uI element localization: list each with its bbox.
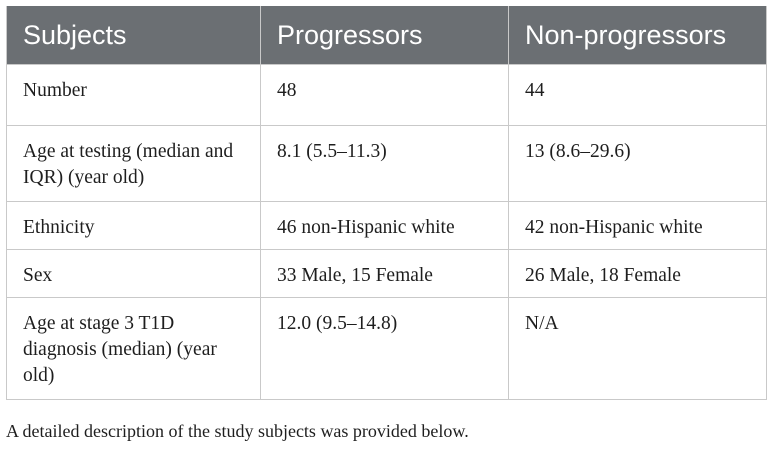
table-footnote: A detailed description of the study subj…: [6, 421, 469, 441]
table-row: Ethnicity 46 non-Hispanic white 42 non-H…: [6, 201, 767, 250]
table-row: Sex 33 Male, 15 Female 26 Male, 18 Femal…: [6, 249, 767, 298]
progressors-cell: 8.1 (5.5–11.3): [260, 125, 509, 202]
table-row: Age at testing (median and IQR) (year ol…: [6, 125, 767, 202]
subjects-table: Subjects Progressors Non-progressors Num…: [6, 6, 767, 400]
progressors-cell: 33 Male, 15 Female: [260, 249, 509, 298]
table-header: Subjects Progressors Non-progressors: [6, 6, 767, 65]
row-label: Number: [6, 64, 261, 126]
progressors-cell: 12.0 (9.5–14.8): [260, 297, 509, 400]
non-progressors-cell: 13 (8.6–29.6): [508, 125, 767, 202]
row-label: Age at stage 3 T1D diagnosis (median) (y…: [6, 297, 261, 400]
header-non-progressors: Non-progressors: [508, 6, 767, 65]
table-row: Number 48 44: [6, 64, 767, 126]
non-progressors-cell: 42 non-Hispanic white: [508, 201, 767, 250]
progressors-cell: 46 non-Hispanic white: [260, 201, 509, 250]
header-subjects: Subjects: [6, 6, 261, 65]
row-label: Sex: [6, 249, 261, 298]
header-progressors: Progressors: [260, 6, 509, 65]
non-progressors-cell: N/A: [508, 297, 767, 400]
progressors-cell: 48: [260, 64, 509, 126]
non-progressors-cell: 44: [508, 64, 767, 126]
table-container: Subjects Progressors Non-progressors Num…: [6, 6, 767, 400]
non-progressors-cell: 26 Male, 18 Female: [508, 249, 767, 298]
header-row: Subjects Progressors Non-progressors: [6, 6, 767, 65]
row-label: Ethnicity: [6, 201, 261, 250]
table-body: Number 48 44 Age at testing (median and …: [6, 64, 767, 400]
table-row: Age at stage 3 T1D diagnosis (median) (y…: [6, 297, 767, 400]
row-label: Age at testing (median and IQR) (year ol…: [6, 125, 261, 202]
